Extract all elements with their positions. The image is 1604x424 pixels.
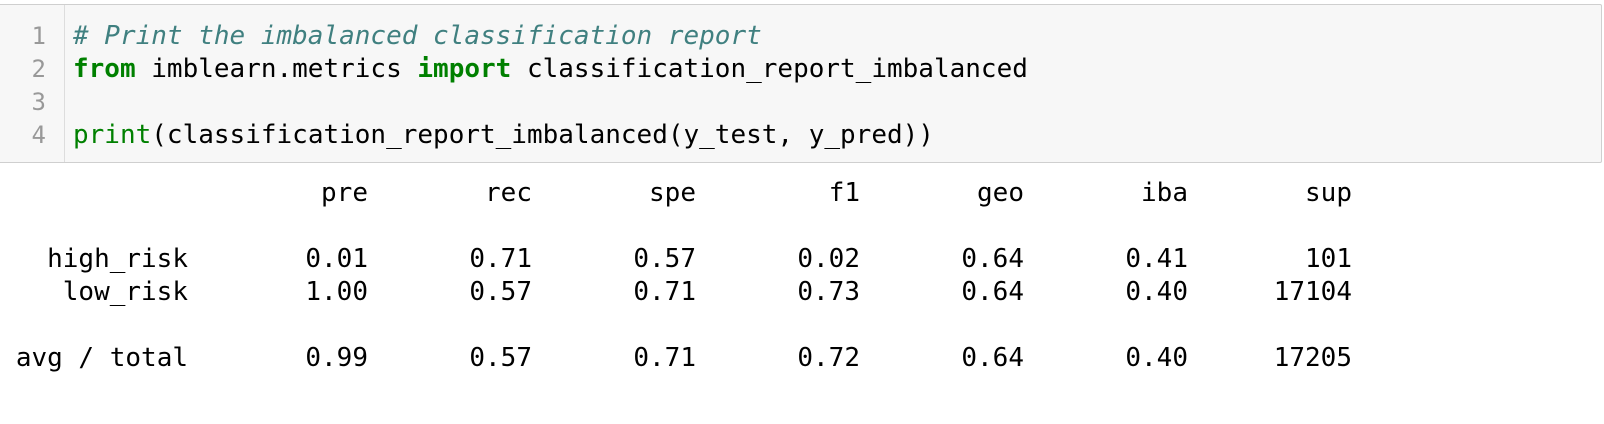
row-label-high-risk: high_risk <box>47 244 188 274</box>
imported-name: classification_report_imbalanced <box>511 54 1028 84</box>
table-cell: 0.40 <box>1125 343 1188 373</box>
table-cell: 0.71 <box>469 244 532 274</box>
header-rec: rec <box>485 178 532 208</box>
header-geo: geo <box>977 178 1024 208</box>
line-number-gutter: 1 2 3 4 <box>0 5 65 162</box>
table-cell: 0.57 <box>469 277 532 307</box>
line-number: 2 <box>31 55 46 83</box>
cell-output: pre rec spe f1 geo iba sup high_risk 0.0… <box>0 163 1604 424</box>
keyword-from: from <box>73 54 136 84</box>
table-cell: 101 <box>1305 244 1352 274</box>
code-line-1[interactable]: # Print the imbalanced classification re… <box>73 19 762 53</box>
line-number: 1 <box>31 22 46 50</box>
table-cell: 0.71 <box>633 343 696 373</box>
code-line-4[interactable]: print(classification_report_imbalanced(y… <box>73 118 934 152</box>
table-cell: 1.00 <box>305 277 368 307</box>
row-label-low-risk: low_risk <box>62 277 188 307</box>
table-cell: 0.73 <box>797 277 860 307</box>
header-sup: sup <box>1305 178 1352 208</box>
header-spe: spe <box>649 178 696 208</box>
header-pre: pre <box>321 178 368 208</box>
table-cell: 0.02 <box>797 244 860 274</box>
table-cell: 0.64 <box>961 343 1024 373</box>
table-cell: 0.41 <box>1125 244 1188 274</box>
table-cell: 0.71 <box>633 277 696 307</box>
table-cell: 0.64 <box>961 244 1024 274</box>
table-cell: 0.72 <box>797 343 860 373</box>
table-cell: 0.57 <box>469 343 532 373</box>
table-cell: 0.64 <box>961 277 1024 307</box>
row-label-avg-total: avg / total <box>15 343 188 373</box>
header-iba: iba <box>1141 178 1188 208</box>
module-name: imblearn.metrics <box>135 54 418 84</box>
keyword-import: import <box>417 54 512 84</box>
table-cell: 0.40 <box>1125 277 1188 307</box>
code-input-cell[interactable]: 1 2 3 4 # Print the imbalanced classific… <box>0 4 1602 163</box>
code-line-2[interactable]: from imblearn.metrics import classificat… <box>73 52 1028 86</box>
header-f1: f1 <box>828 178 860 208</box>
builtin-print: print <box>73 120 152 150</box>
call-arguments: (classification_report_imbalanced(y_test… <box>151 120 934 150</box>
table-cell: 0.99 <box>305 343 368 373</box>
line-number: 4 <box>31 121 46 149</box>
code-comment: # Print the imbalanced classification re… <box>73 21 762 51</box>
table-cell: 0.57 <box>633 244 696 274</box>
table-cell: 17104 <box>1273 277 1352 307</box>
table-cell: 0.01 <box>305 244 368 274</box>
table-cell: 17205 <box>1273 343 1352 373</box>
line-number: 3 <box>31 88 46 116</box>
